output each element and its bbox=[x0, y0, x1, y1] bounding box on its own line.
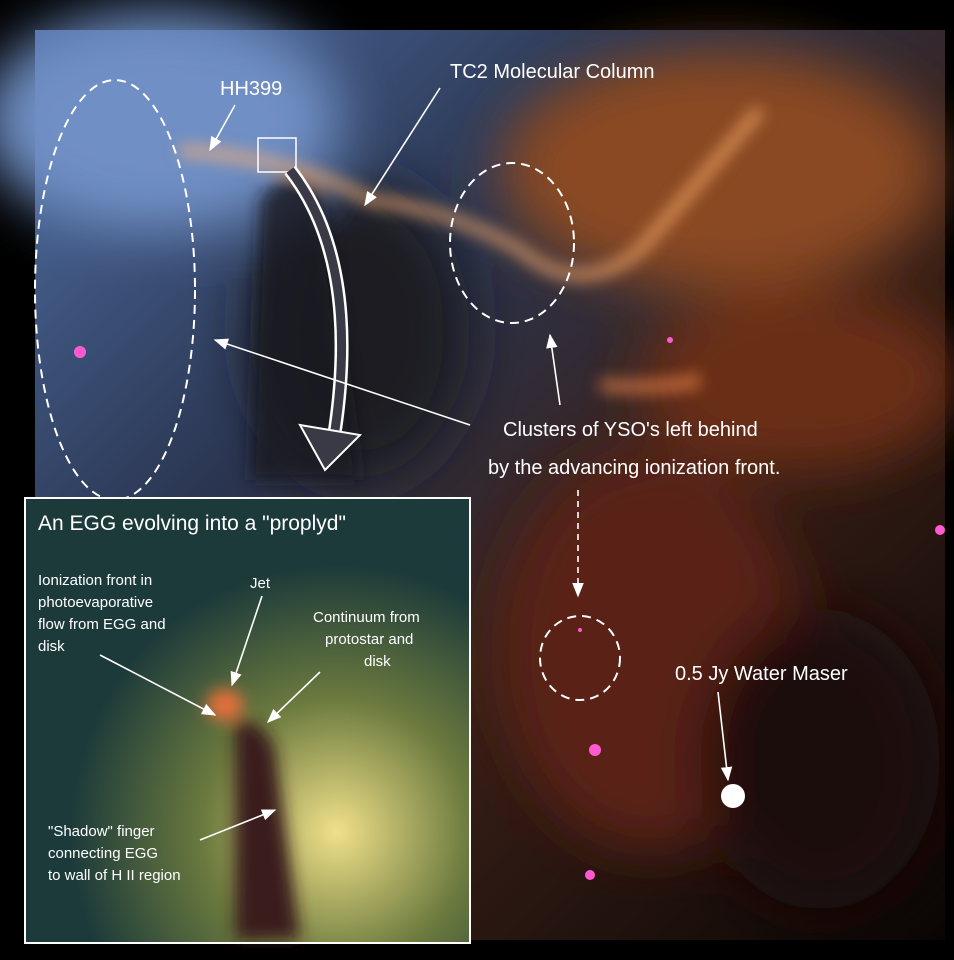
image: HH399 TC2 Molecular Column Clusters of Y… bbox=[0, 0, 954, 960]
inset-title: An EGG evolving into a "proplyd" bbox=[38, 512, 346, 535]
label: 0.5 Jy Water Maser bbox=[675, 663, 848, 685]
label: Ionization front in bbox=[38, 572, 152, 589]
label: photoevaporative bbox=[38, 594, 153, 611]
label: to wall of H II region bbox=[48, 867, 181, 884]
label: protostar and bbox=[325, 631, 413, 648]
label: Jet bbox=[250, 575, 271, 592]
label: "Shadow" finger bbox=[48, 823, 155, 840]
label: by the advancing ionization front. bbox=[488, 457, 780, 479]
label: disk bbox=[38, 638, 65, 655]
inset: An EGG evolving into a "proplyd" Ionizat… bbox=[25, 498, 470, 943]
label: Clusters of YSO's left behind bbox=[503, 419, 758, 441]
page: HH399 TC2 Molecular Column Clusters of Y… bbox=[0, 0, 954, 960]
label: HH399 bbox=[220, 78, 282, 100]
label: disk bbox=[364, 653, 391, 670]
label: Continuum from bbox=[313, 609, 420, 626]
maser-marker bbox=[721, 784, 745, 808]
label: flow from EGG and bbox=[38, 616, 166, 633]
label: connecting EGG bbox=[48, 845, 158, 862]
label: TC2 Molecular Column bbox=[450, 61, 655, 83]
